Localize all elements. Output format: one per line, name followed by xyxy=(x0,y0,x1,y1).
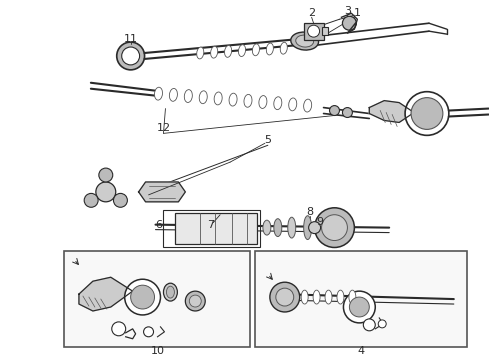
Ellipse shape xyxy=(349,290,356,304)
Circle shape xyxy=(405,92,449,135)
Text: 3: 3 xyxy=(344,6,351,16)
Bar xyxy=(255,251,467,347)
Bar xyxy=(64,251,250,347)
Circle shape xyxy=(144,327,153,337)
Ellipse shape xyxy=(244,94,252,107)
Ellipse shape xyxy=(164,283,177,301)
Ellipse shape xyxy=(263,220,271,235)
Text: 11: 11 xyxy=(123,34,138,44)
Circle shape xyxy=(378,320,386,328)
Polygon shape xyxy=(139,182,185,202)
Bar xyxy=(164,210,260,247)
Circle shape xyxy=(363,319,375,331)
Ellipse shape xyxy=(214,92,222,105)
Ellipse shape xyxy=(304,99,312,112)
Ellipse shape xyxy=(154,87,163,100)
Ellipse shape xyxy=(280,42,287,54)
Circle shape xyxy=(99,168,113,182)
Text: 8: 8 xyxy=(306,207,313,217)
Circle shape xyxy=(124,279,161,315)
Circle shape xyxy=(309,222,320,234)
Ellipse shape xyxy=(266,43,273,55)
Ellipse shape xyxy=(337,290,344,304)
Circle shape xyxy=(343,291,375,323)
Text: 10: 10 xyxy=(150,346,165,356)
Circle shape xyxy=(117,42,145,70)
Ellipse shape xyxy=(252,44,260,56)
Circle shape xyxy=(96,182,116,202)
Circle shape xyxy=(114,193,127,207)
Ellipse shape xyxy=(274,97,282,110)
Bar xyxy=(175,213,257,244)
Circle shape xyxy=(411,98,443,129)
Circle shape xyxy=(84,193,98,207)
Ellipse shape xyxy=(229,93,237,106)
Text: 1: 1 xyxy=(354,8,361,18)
Circle shape xyxy=(343,108,352,117)
Ellipse shape xyxy=(313,290,320,304)
Circle shape xyxy=(276,288,294,306)
Bar xyxy=(321,27,327,35)
Circle shape xyxy=(349,297,369,317)
Bar xyxy=(304,23,323,40)
Ellipse shape xyxy=(167,286,174,298)
Ellipse shape xyxy=(239,45,245,57)
Text: 9: 9 xyxy=(316,217,323,227)
Circle shape xyxy=(308,25,319,37)
Circle shape xyxy=(321,215,347,240)
Text: 6: 6 xyxy=(155,220,162,230)
Ellipse shape xyxy=(170,89,177,101)
Text: 12: 12 xyxy=(156,123,171,134)
Circle shape xyxy=(343,16,356,30)
Ellipse shape xyxy=(289,98,297,111)
Circle shape xyxy=(189,295,201,307)
Circle shape xyxy=(270,282,300,312)
Text: 2: 2 xyxy=(308,8,315,18)
Ellipse shape xyxy=(224,45,232,57)
Polygon shape xyxy=(369,100,414,122)
Ellipse shape xyxy=(259,95,267,108)
Ellipse shape xyxy=(325,290,332,304)
Circle shape xyxy=(131,285,154,309)
Ellipse shape xyxy=(274,219,282,237)
Text: 7: 7 xyxy=(207,220,214,230)
Text: 4: 4 xyxy=(358,346,365,356)
Ellipse shape xyxy=(301,290,308,304)
Circle shape xyxy=(122,47,140,65)
Ellipse shape xyxy=(288,217,295,238)
Polygon shape xyxy=(79,277,133,311)
Circle shape xyxy=(329,105,340,116)
Circle shape xyxy=(112,322,125,336)
Ellipse shape xyxy=(211,46,218,58)
Ellipse shape xyxy=(196,47,204,59)
Ellipse shape xyxy=(296,35,314,47)
Text: 5: 5 xyxy=(265,135,271,145)
Circle shape xyxy=(315,208,354,247)
Ellipse shape xyxy=(291,32,318,50)
Ellipse shape xyxy=(304,216,312,239)
Ellipse shape xyxy=(199,91,207,104)
Ellipse shape xyxy=(184,90,193,103)
Circle shape xyxy=(185,291,205,311)
